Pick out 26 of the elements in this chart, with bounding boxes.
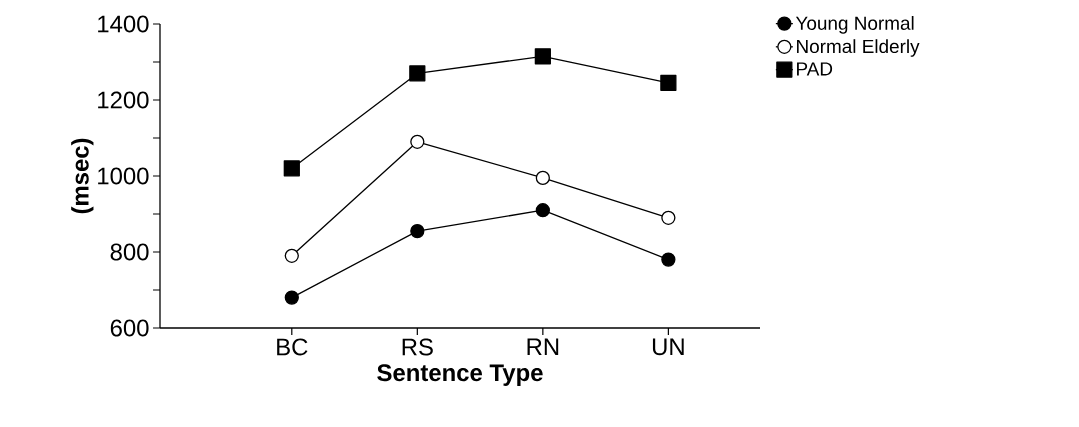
point [409,65,426,82]
x-tick-label: UN [652,338,684,356]
point [661,210,676,225]
y-tick-label: 1200 [98,91,149,109]
x-tick-label: BC [277,338,308,356]
y-axis-title: (msec) [71,138,94,214]
point [410,134,425,149]
legend-label: PAD [797,62,833,76]
point [535,203,550,218]
x-tick-label: RS [402,338,433,356]
y-tick-label: 600 [110,319,149,337]
point [284,248,299,263]
point [283,160,300,177]
point [660,74,677,92]
y-tick-label: 800 [110,243,149,261]
point [410,223,425,239]
point [661,252,676,267]
legend-label: Normal Elderly [797,39,920,57]
x-axis-title: Sentence Type [377,364,543,386]
point [535,170,550,186]
y-tick-label: 1400 [98,15,149,33]
legend-label: Young Normal [795,16,914,34]
point [534,48,551,65]
x-tick-label: RN [527,338,559,355]
point [284,290,299,305]
y-tick-label: 1000 [98,167,149,185]
